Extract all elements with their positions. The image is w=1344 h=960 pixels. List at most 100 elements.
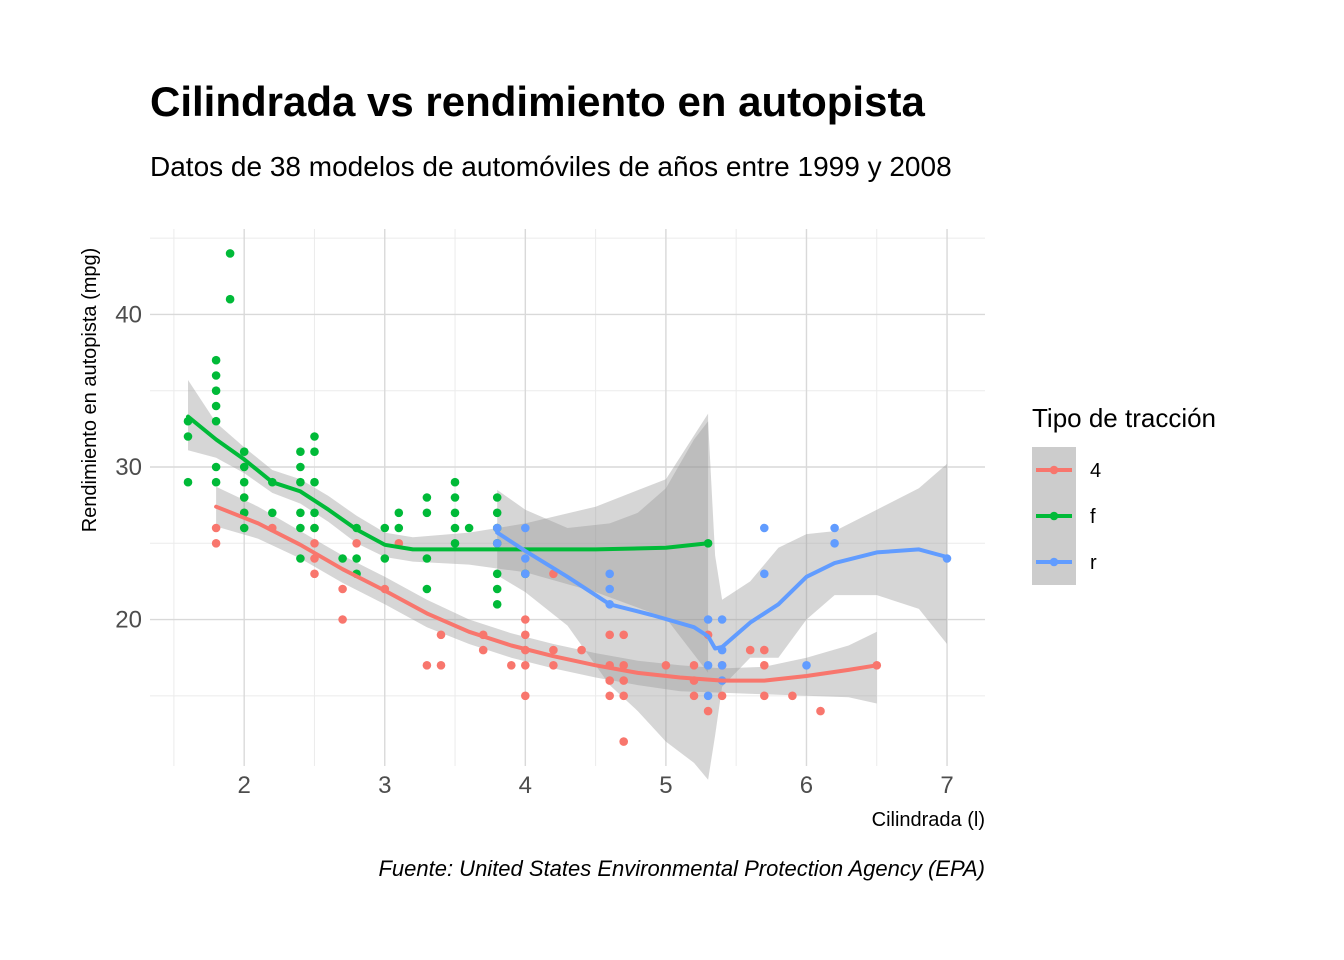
data-point-f	[310, 432, 319, 441]
legend: Tipo de tracción 4 f r	[1032, 403, 1216, 585]
data-point-f	[183, 432, 193, 441]
data-point-4	[577, 645, 586, 655]
data-point-f	[211, 416, 221, 426]
data-point-f	[492, 600, 502, 609]
data-point-f	[450, 477, 460, 487]
data-point-f	[225, 249, 235, 258]
caption: Fuente: United States Environmental Prot…	[378, 856, 985, 881]
data-point-f	[380, 523, 390, 533]
data-point-f	[296, 462, 305, 472]
data-point-r	[521, 523, 530, 533]
legend-point-4	[1049, 465, 1059, 475]
data-point-4	[338, 584, 347, 594]
data-point-f	[310, 523, 319, 533]
data-point-f	[394, 523, 404, 533]
data-point-4	[605, 676, 614, 685]
data-point-4	[619, 737, 628, 746]
chart-title: Cilindrada vs rendimiento en autopista	[150, 78, 925, 125]
data-point-r	[760, 523, 769, 533]
smooth-line-4	[214, 504, 879, 683]
data-point-4	[521, 691, 530, 701]
data-point-f	[211, 462, 221, 472]
data-point-f	[183, 477, 193, 487]
data-point-4	[619, 676, 628, 685]
data-point-r	[717, 615, 727, 624]
x-tick-label: 5	[659, 772, 672, 799]
data-point-f	[464, 523, 474, 533]
data-point-r	[521, 554, 530, 563]
data-point-r	[605, 569, 614, 579]
y-axis-ticks: 20 30 40	[115, 301, 142, 633]
data-point-f	[422, 584, 432, 594]
data-point-f	[239, 523, 249, 533]
data-point-f	[310, 508, 319, 518]
data-point-4	[661, 661, 671, 670]
data-point-4	[521, 615, 530, 624]
data-point-4	[310, 539, 319, 548]
data-point-4	[619, 691, 628, 701]
data-point-f	[296, 508, 305, 518]
data-point-f	[211, 386, 221, 396]
data-point-4	[619, 661, 628, 670]
data-point-4	[703, 706, 713, 716]
confidence-bands	[188, 380, 947, 780]
legend-point-f	[1049, 511, 1059, 521]
data-point-f	[211, 371, 221, 380]
data-point-4	[549, 645, 558, 655]
data-point-r	[802, 661, 811, 670]
data-point-f	[450, 493, 460, 502]
data-point-4	[605, 691, 614, 701]
data-point-4	[436, 630, 446, 640]
data-point-4	[338, 615, 347, 624]
data-point-r	[492, 539, 502, 548]
data-point-f	[268, 508, 277, 518]
data-point-4	[745, 645, 755, 655]
data-point-4	[689, 691, 699, 701]
data-point-r	[703, 615, 713, 624]
x-tick-label: 6	[800, 772, 813, 799]
data-point-4	[717, 691, 727, 701]
data-point-4	[816, 706, 825, 716]
data-point-f	[352, 554, 361, 563]
legend-title: Tipo de tracción	[1032, 403, 1216, 433]
data-point-f	[225, 294, 235, 304]
data-point-4	[478, 645, 488, 655]
data-point-f	[239, 477, 249, 487]
data-point-4	[521, 630, 530, 640]
data-point-f	[492, 493, 502, 502]
data-point-4	[619, 630, 628, 640]
data-point-4	[352, 539, 361, 548]
confidence-band-4	[216, 486, 877, 704]
x-tick-label: 3	[378, 772, 391, 799]
chart-subtitle: Datos de 38 modelos de automóviles de añ…	[150, 151, 952, 182]
confidence-band-r	[497, 421, 947, 780]
data-point-f	[310, 477, 319, 487]
data-point-f	[296, 447, 305, 457]
data-point-f	[296, 477, 305, 487]
data-point-f	[310, 447, 319, 457]
x-axis-ticks: 2 3 4 5 6 7	[238, 772, 954, 799]
legend-point-r	[1049, 557, 1059, 567]
data-point-r	[605, 584, 614, 594]
data-point-r	[703, 691, 713, 701]
data-point-f	[422, 493, 432, 502]
data-point-4	[507, 661, 516, 670]
data-point-r	[492, 523, 502, 533]
data-point-f	[239, 493, 249, 502]
confidence-band-f	[188, 380, 709, 673]
data-point-f	[338, 554, 347, 563]
data-point-r	[830, 523, 839, 533]
smooth-lines	[186, 414, 949, 683]
data-point-f	[380, 554, 390, 563]
data-point-f	[450, 539, 460, 548]
data-point-f	[211, 401, 221, 411]
data-point-f	[394, 508, 404, 518]
data-point-f	[296, 554, 305, 563]
x-tick-label: 4	[519, 772, 532, 799]
data-point-f	[450, 523, 460, 533]
data-point-f	[422, 508, 432, 518]
data-point-4	[211, 539, 221, 548]
data-point-r	[830, 539, 839, 548]
y-axis-label: Rendimiento en autopista (mpg)	[79, 248, 101, 533]
